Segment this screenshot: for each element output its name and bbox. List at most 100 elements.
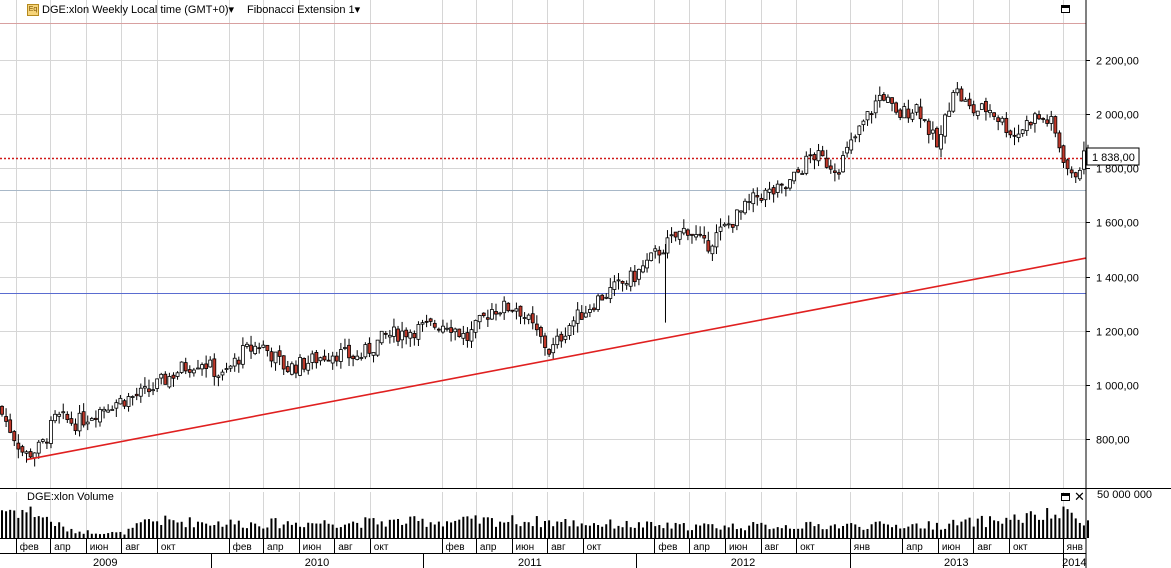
candle-body <box>779 183 784 186</box>
volume-bar <box>960 521 963 538</box>
x-month-label: июн <box>729 542 748 553</box>
candle-body <box>877 94 882 102</box>
x-month-label: апр <box>906 542 923 553</box>
volume-bar <box>409 516 412 538</box>
volume-bar <box>1005 517 1008 538</box>
volume-bar <box>139 522 142 538</box>
volume-bar <box>343 524 346 538</box>
volume-bar <box>866 528 869 538</box>
candle-body <box>240 345 245 365</box>
candle-body <box>40 439 45 442</box>
candle-body <box>424 320 429 323</box>
volume-bar <box>780 528 783 538</box>
volume-bar <box>527 522 530 538</box>
y-tick-label: 1 800,00 <box>1096 164 1139 176</box>
volume-bar <box>842 525 845 538</box>
volume-bar <box>458 519 461 538</box>
volume-bar <box>544 521 546 538</box>
candle-body <box>641 265 645 273</box>
volume-bar <box>221 526 224 538</box>
candle-body <box>302 358 307 370</box>
volume-bar <box>870 524 873 538</box>
volume-bar <box>788 528 791 538</box>
candle-body <box>379 330 384 344</box>
x-month-label: янв <box>854 542 870 553</box>
volume-bar <box>270 518 273 538</box>
candle-body <box>547 349 551 355</box>
candle-body <box>763 189 768 201</box>
volume-bar <box>833 524 836 538</box>
candle-body <box>959 88 964 102</box>
volume-bar <box>915 523 918 538</box>
volume-bar <box>196 521 199 538</box>
volume-pane-label: DGE:xlon Volume <box>27 491 114 503</box>
volume-bar <box>429 522 432 538</box>
volume-bar <box>584 525 587 538</box>
candle-body <box>902 106 907 119</box>
candle-body <box>355 355 360 360</box>
volume-bar <box>266 527 269 538</box>
volume-bar <box>539 527 542 538</box>
candle-body <box>518 305 523 317</box>
candle-body <box>510 309 515 312</box>
candle-body <box>187 369 192 373</box>
indicator-selector[interactable]: Fibonacci Extension 1▾ <box>247 3 360 16</box>
volume-bar <box>592 523 595 538</box>
volume-bar <box>646 521 649 538</box>
volume-bar <box>54 525 57 538</box>
volume-bar <box>237 520 240 538</box>
volume-bar <box>878 521 881 538</box>
candle-body <box>922 119 927 121</box>
volume-bar <box>846 523 849 538</box>
volume-bar <box>519 526 522 538</box>
volume-bar <box>13 510 16 538</box>
volume-bar <box>490 518 493 538</box>
volume-bar <box>686 530 689 538</box>
volume-bar <box>837 528 840 538</box>
candle-body <box>637 268 641 280</box>
candle-body <box>543 335 547 348</box>
candle-body <box>204 363 209 369</box>
volume-bar <box>303 527 306 538</box>
volume-bar <box>254 523 257 538</box>
volume-bar <box>217 521 220 538</box>
candle-body <box>1012 134 1017 137</box>
candle-body <box>935 127 939 148</box>
maximize-main-pane-icon[interactable] <box>1061 5 1070 13</box>
volume-bar <box>294 522 297 538</box>
candle-body <box>751 192 756 205</box>
candle-body <box>396 328 400 342</box>
candle-body <box>343 347 347 349</box>
trendline-group[interactable] <box>26 257 1087 461</box>
volume-bar <box>307 522 310 538</box>
candle-body <box>747 201 752 203</box>
candle-body <box>800 173 805 175</box>
close-volume-pane-icon[interactable]: ✕ <box>1074 489 1085 504</box>
volume-bar <box>119 531 122 538</box>
candle-body <box>273 351 278 364</box>
volume-bar <box>715 528 718 538</box>
support-trendline <box>26 257 1087 461</box>
candle-body <box>363 344 368 358</box>
volume-bar <box>111 531 114 538</box>
instrument-icon[interactable]: Eq <box>27 4 39 16</box>
candle-body <box>588 309 592 313</box>
time-axis[interactable]: фев апр июн авг окт фев апр июн авг окт фев апр июн а… <box>16 538 1087 568</box>
volume-bar <box>94 533 97 538</box>
candle-body <box>481 312 486 317</box>
candle-body <box>592 307 596 311</box>
volume-bar <box>176 522 179 538</box>
instrument-selector[interactable]: DGE:xlon Weekly Local time (GMT+0)▾ <box>42 3 234 16</box>
candle-body <box>514 308 519 312</box>
candle-body <box>1024 120 1029 132</box>
volume-bar <box>944 528 947 538</box>
candle-body <box>685 229 690 236</box>
candle-body <box>665 237 670 254</box>
volume-bar <box>327 523 330 538</box>
current-price-box <box>1086 147 1140 166</box>
x-month-label: июн <box>303 542 322 553</box>
maximize-volume-pane-icon[interactable] <box>1061 493 1070 501</box>
candle-body <box>142 386 147 389</box>
candle-body <box>94 417 98 420</box>
